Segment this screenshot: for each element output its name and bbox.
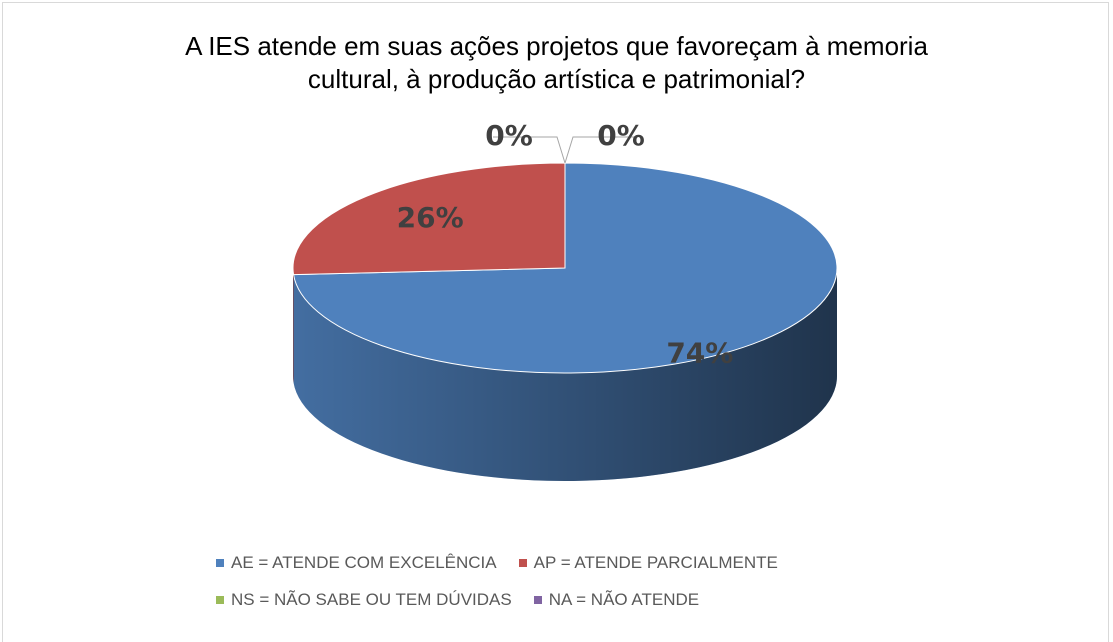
data-label: 0% <box>597 119 645 152</box>
leader-line <box>493 136 566 164</box>
legend-label: NA = NÃO ATENDE <box>548 590 700 609</box>
legend-item: AP = ATENDE PARCIALMENTE <box>518 553 778 573</box>
legend-item: AE = ATENDE COM EXCELÊNCIA <box>216 553 497 573</box>
legend-swatch <box>216 559 224 567</box>
data-label: 0% <box>485 119 533 152</box>
leader-line <box>564 136 637 164</box>
chart-title: A IES atende em suas ações projetos que … <box>185 31 928 94</box>
slice <box>292 162 566 276</box>
data-label: 74% <box>666 337 733 370</box>
legend-item: NS = NÃO SABE OU TEM DÚVIDAS <box>216 590 512 610</box>
legend-label: NS = NÃO SABE OU TEM DÚVIDAS <box>231 590 512 609</box>
legend-swatch <box>533 596 542 604</box>
legend-label: AE = ATENDE COM EXCELÊNCIA <box>231 553 497 572</box>
data-label: 26% <box>397 201 464 234</box>
legend: AE = ATENDE COM EXCELÊNCIA AP = ATENDE PA… <box>216 553 906 610</box>
legend-swatch <box>518 559 527 567</box>
legend-swatch <box>216 596 224 604</box>
slice-side-shade <box>293 268 294 383</box>
legend-label: AP = ATENDE PARCIALMENTE <box>533 553 778 572</box>
slice-side-shade <box>293 268 837 481</box>
legend-item: NA = NÃO ATENDE <box>533 590 700 610</box>
